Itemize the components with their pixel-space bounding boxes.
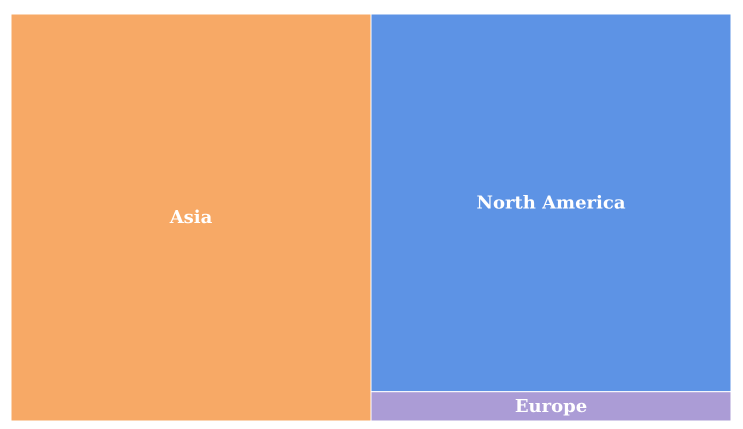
tile-asia [10,13,372,422]
tile-north-america [370,13,732,393]
tile-label-europe: Europe [515,396,587,417]
tile-label-north-america: North America [476,192,625,213]
tile-europe [370,391,732,422]
treemap-tiles: Asia North America Europe [10,13,732,422]
tile-label-asia: Asia [169,207,213,228]
